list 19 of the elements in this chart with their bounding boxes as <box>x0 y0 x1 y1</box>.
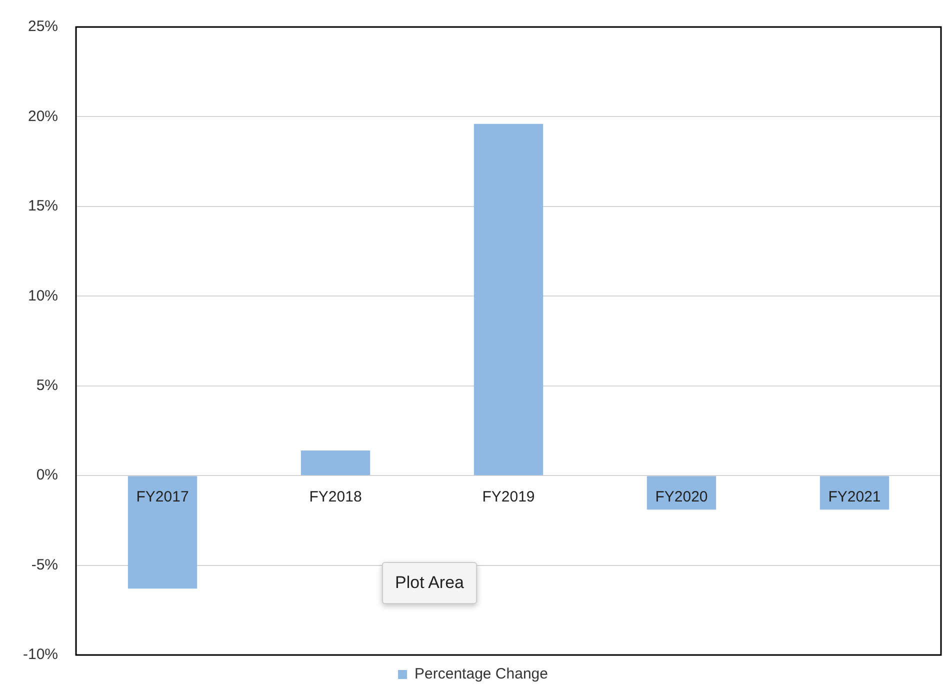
bar <box>128 476 198 589</box>
y-tick-label: 25% <box>28 18 58 36</box>
y-tick-label: 20% <box>28 108 58 125</box>
y-tick-label: 0% <box>36 466 58 484</box>
legend-label: Percentage Change <box>414 666 548 683</box>
x-tick-label: FY2019 <box>482 488 535 506</box>
y-tick-label: 15% <box>28 198 58 215</box>
x-tick-label: FY2018 <box>309 488 362 506</box>
y-tick-label: 5% <box>36 377 58 394</box>
y-tick-label: -5% <box>31 556 58 574</box>
y-tick-label: -10% <box>22 646 58 664</box>
x-tick-label: FY2020 <box>655 488 708 506</box>
annotation: Plot Area <box>382 562 477 604</box>
y-tick-label: 10% <box>28 287 58 304</box>
bar <box>820 476 890 510</box>
bar <box>300 450 370 476</box>
x-tick-label: FY2021 <box>828 488 881 506</box>
bar <box>474 124 544 476</box>
x-tick-label: FY2017 <box>136 488 189 506</box>
